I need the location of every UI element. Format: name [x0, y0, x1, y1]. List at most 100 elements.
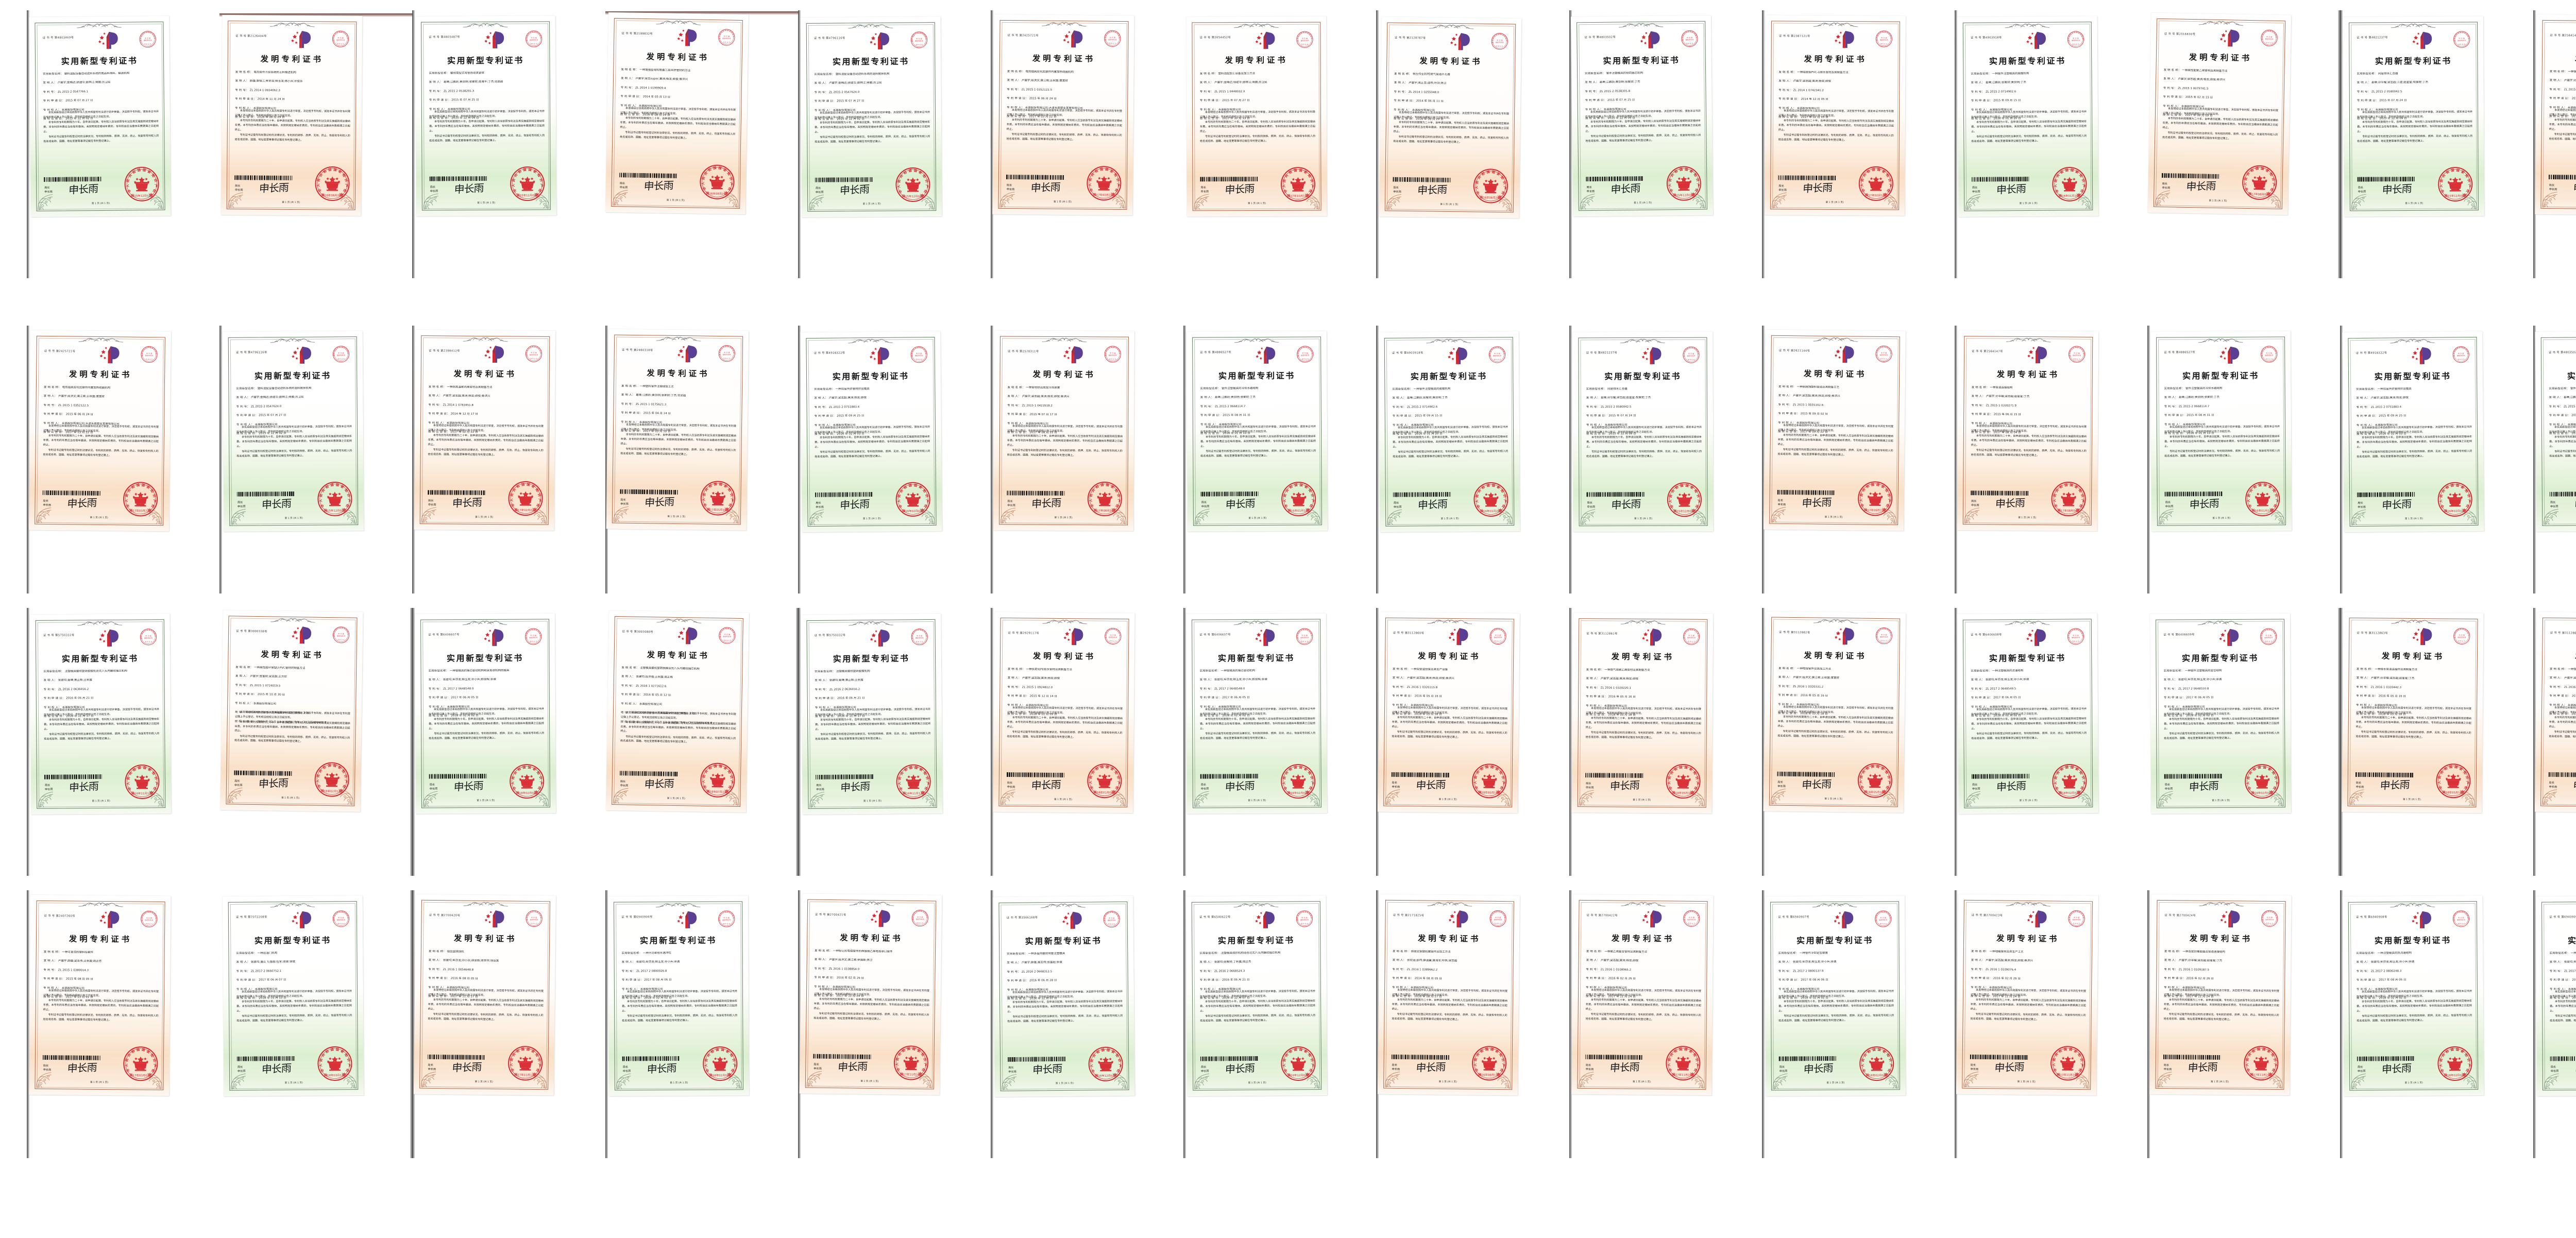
- certificate-cell[interactable]: 证 书 号 第4796116号 国家知识产权局专利局证 中 文 版 授权专利书 …: [798, 10, 991, 278]
- certificate-cell[interactable]: 证 书 号 第6406607号 国家知识产权局专利局证 中 文 版 授权专利书 …: [1183, 608, 1377, 876]
- patent-certificate[interactable]: 证 书 号 第6406607号 国家知识产权局专利局证 中 文 版 授权专利书 …: [415, 613, 556, 814]
- certificate-cell[interactable]: 证 书 号 第2199832号 国家知识产权局专利局证 中 文 版 授权专利书 …: [605, 10, 799, 278]
- patent-certificate[interactable]: 证 书 号 第2700421号 国家知识产权局专利局证 中 文 版 授权专利书 …: [799, 893, 942, 1095]
- certificate-cell[interactable]: 证 书 号 第3566168号 国家知识产权局专利局证 中 文 版 授权专利书 …: [991, 890, 1184, 1158]
- patent-certificate[interactable]: 证 书 号 第2700422号 国家知识产权局专利局证 中 文 版 授权专利书 …: [1571, 894, 1714, 1096]
- certificate-cell[interactable]: 证 书 号 第4803469号 国家知识产权局专利局证 中 文 版 授权专利书 …: [27, 10, 220, 278]
- patent-certificate[interactable]: 证 书 号 第4886527号 国家知识产权局专利局证 中 文 版 授权专利书 …: [2150, 331, 2292, 532]
- patent-certificate[interactable]: 证 书 号 第2516830号 国家知识产权局专利局证 中 文 版 授权专利书 …: [2147, 12, 2292, 215]
- certificate-cell[interactable]: 证 书 号 第2460318号 国家知识产权局专利局证 中 文 版 授权专利书 …: [605, 326, 799, 593]
- patent-certificate[interactable]: 证 书 号 第4886527号 国家知识产权局专利局证 中 文 版 授权专利书 …: [1187, 331, 1328, 532]
- patent-certificate[interactable]: 证 书 号 第4903918号 国家知识产权局专利局证 中 文 版 授权专利书 …: [1957, 16, 2099, 217]
- certificate-cell[interactable]: 证 书 号 第2407260号 国家知识产权局专利局证 中 文 版 授权专利书 …: [27, 890, 220, 1158]
- patent-certificate[interactable]: 证 书 号 第2700420号 国家知识产权局专利局证 中 文 版 授权专利书 …: [414, 894, 556, 1096]
- patent-certificate[interactable]: 证 书 号 第2171825号 国家知识产权局专利局证 中 文 版 授权专利书 …: [1378, 894, 1520, 1096]
- patent-certificate[interactable]: 证 书 号 第6406609号 国家知识产权局专利局证 中 文 版 授权专利书 …: [2150, 613, 2292, 814]
- patent-certificate[interactable]: 证 书 号 第2564147号 国家知识产权局专利局证 中 文 版 授权专利书 …: [1957, 330, 2099, 531]
- certificate-cell[interactable]: 证 书 号 第6940908号 国家知识产权局专利局证 中 文 版 授权专利书 …: [2340, 890, 2533, 1158]
- patent-certificate[interactable]: 证 书 号 第5750332号 国家知识产权局专利局证 中 文 版 授权专利书 …: [29, 614, 172, 815]
- patent-certificate[interactable]: 证 书 号 第2700423号 国家知识产权局专利局证 中 文 版 授权专利书 …: [1956, 894, 2099, 1096]
- certificate-cell[interactable]: 证 书 号 第4903918号 国家知识产权局专利局证 中 文 版 授权专利书 …: [1376, 326, 1569, 593]
- certificate-cell[interactable]: 证 书 号 第2700420号 国家知识产权局专利局证 中 文 版 授权专利书 …: [412, 890, 605, 1158]
- certificate-cell[interactable]: 证 书 号 第2128767号 国家知识产权局专利局证 中 文 版 授权专利书 …: [1376, 10, 1569, 278]
- certificate-cell[interactable]: 证 书 号 第5750332号 国家知识产权局专利局证 中 文 版 授权专利书 …: [27, 608, 220, 876]
- certificate-cell[interactable]: 证 书 号 第2387121号 国家知识产权局专利局证 中 文 版 授权专利书 …: [1761, 10, 1955, 278]
- certificate-cell[interactable]: 证 书 号 第6406609号 国家知识产权局专利局证 中 文 版 授权专利书 …: [2147, 608, 2341, 876]
- patent-certificate[interactable]: 证 书 号 第2407260号 国家知识产权局专利局证 中 文 版 授权专利书 …: [29, 894, 171, 1096]
- patent-certificate[interactable]: 证 书 号 第4796116号 国家知识产权局专利局证 中 文 版 授权专利书 …: [800, 16, 942, 217]
- certificate-cell[interactable]: 证 书 号 第4821237号 国家知识产权局专利局证 中 文 版 授权专利书 …: [1569, 326, 1762, 593]
- certificate-cell[interactable]: 证 书 号 第3112862号 国家知识产权局专利局证 中 文 版 授权专利书 …: [1761, 608, 1955, 876]
- certificate-cell[interactable]: 证 书 号 第2700424号 国家知识产权局专利局证 中 文 版 授权专利书 …: [2147, 890, 2341, 1158]
- patent-certificate[interactable]: 证 书 号 第2929117号 国家知识产权局专利局证 中 文 版 授权专利书 …: [993, 612, 1135, 813]
- certificate-cell[interactable]: 证 书 号 第2126404号 国家知识产权局专利局证 中 文 版 授权专利书 …: [219, 10, 413, 278]
- certificate-cell[interactable]: 证 书 号 第6406607号 国家知识产权局专利局证 中 文 版 授权专利书 …: [412, 608, 605, 876]
- patent-certificate[interactable]: 证 书 号 第6940908号 国家知识产权局专利局证 中 文 版 授权专利书 …: [2343, 895, 2484, 1096]
- certificate-cell[interactable]: 证 书 号 第7072208号 国家知识产权局专利局证 中 文 版 授权专利书 …: [219, 890, 413, 1158]
- certificate-cell[interactable]: 证 书 号 第3112860号 国家知识产权局专利局证 中 文 版 授权专利书 …: [1376, 608, 1569, 876]
- patent-certificate[interactable]: 证 书 号 第4821237号 国家知识产权局专利局证 中 文 版 授权专利书 …: [1572, 331, 1714, 532]
- patent-certificate[interactable]: 证 书 号 第2425721号 国家知识产权局专利局证 中 文 版 授权专利书 …: [28, 330, 172, 532]
- certificate-cell[interactable]: 证 书 号 第2929117号 国家知识产权局专利局证 中 文 版 授权专利书 …: [991, 608, 1184, 876]
- patent-certificate[interactable]: 证 书 号 第3112863号 国家知识产权局专利局证 中 文 版 授权专利书 …: [2342, 612, 2484, 813]
- patent-certificate[interactable]: 证 书 号 第2398412号 国家知识产权局专利局证 中 文 版 授权专利书 …: [414, 330, 556, 531]
- patent-certificate[interactable]: 证 书 号 第6406607号 国家知识产权局专利局证 中 文 版 授权专利书 …: [1186, 613, 1328, 814]
- patent-certificate[interactable]: 证 书 号 第6940906号 国家知识产权局专利局证 中 文 版 授权专利书 …: [607, 895, 749, 1096]
- certificate-cell[interactable]: 证 书 号 第2654452号 国家知识产权局专利局证 中 文 版 授权专利书 …: [1183, 10, 1377, 278]
- patent-certificate[interactable]: 证 书 号 第6406608号 国家知识产权局专利局证 中 文 版 授权专利书 …: [1957, 613, 2099, 814]
- certificate-cell[interactable]: 证 书 号 第2425721号 国家知识产权局专利局证 中 文 版 授权专利书 …: [27, 326, 220, 593]
- patent-certificate[interactable]: 证 书 号 第6940907号 国家知识产权局专利局证 中 文 版 授权专利书 …: [1764, 895, 1906, 1096]
- certificate-cell[interactable]: 证 书 号 第2578311号 国家知识产权局专利局证 中 文 版 授权专利书 …: [991, 326, 1184, 593]
- patent-certificate[interactable]: 证 书 号 第2126404号 国家知识产权局专利局证 中 文 版 授权专利书 …: [221, 15, 363, 216]
- patent-certificate[interactable]: 证 书 号 第4796116号 国家知识产权局专利局证 中 文 版 授权专利书 …: [222, 331, 364, 532]
- certificate-cell[interactable]: 证 书 号 第2621144号 国家知识产权局专利局证 中 文 版 授权专利书 …: [1761, 326, 1955, 593]
- patent-certificate[interactable]: 证 书 号 第4803487号 国家知识产权局专利局证 中 文 版 授权专利书 …: [415, 15, 557, 216]
- certificate-cell[interactable]: 证 书 号 第3003080号 国家知识产权局专利局证 中 文 版 授权专利书 …: [605, 608, 799, 876]
- certificate-cell[interactable]: 证 书 号 第4821237号 国家知识产权局专利局证 中 文 版 授权专利书 …: [2340, 10, 2533, 278]
- patent-certificate[interactable]: 证 书 号 第3003080号 国家知识产权局专利局证 中 文 版 授权专利书 …: [605, 610, 749, 813]
- certificate-cell[interactable]: 证 书 号 第2564147号 国家知识产权局专利局证 中 文 版 授权专利书 …: [1955, 326, 2148, 593]
- certificate-cell[interactable]: 证 书 号 第2171825号 国家知识产权局专利局证 中 文 版 授权专利书 …: [1376, 890, 1569, 1158]
- patent-certificate[interactable]: 证 书 号 第5750332号 国家知识产权局专利局证 中 文 版 授权专利书 …: [801, 613, 943, 815]
- patent-certificate[interactable]: 证 书 号 第2621144号 国家知识产权局专利局证 中 文 版 授权专利书 …: [1763, 329, 1906, 531]
- patent-certificate[interactable]: 证 书 号 第4918322号 国家知识产权局专利局证 中 文 版 授权专利书 …: [800, 331, 942, 533]
- patent-certificate[interactable]: 证 书 号 第3112862号 国家知识产权局专利局证 中 文 版 授权专利书 …: [1763, 611, 1906, 813]
- certificate-cell[interactable]: 证 书 号 第2398412号 国家知识产权局专利局证 中 文 版 授权专利书 …: [412, 326, 605, 593]
- certificate-cell[interactable]: 证 书 号 第3112861号 国家知识产权局专利局证 中 文 版 授权专利书 …: [1569, 608, 1762, 876]
- certificate-cell[interactable]: 证 书 号 第4903918号 国家知识产权局专利局证 中 文 版 授权专利书 …: [1955, 10, 2148, 278]
- certificate-cell[interactable]: 证 书 号 第2516830号 国家知识产权局专利局证 中 文 版 授权专利书 …: [2147, 10, 2341, 278]
- certificate-cell[interactable]: 证 书 号 第6406608号 国家知识产权局专利局证 中 文 版 授权专利书 …: [1955, 608, 2148, 876]
- certificate-cell[interactable]: 证 书 号 第4803487号 国家知识产权局专利局证 中 文 版 授权专利书 …: [412, 10, 605, 278]
- certificate-cell[interactable]: 证 书 号 第3000338号 国家知识产权局专利局证 中 文 版 授权专利书 …: [219, 608, 413, 876]
- certificate-cell[interactable]: 证 书 号 第4918322号 国家知识产权局专利局证 中 文 版 授权专利书 …: [2340, 326, 2533, 593]
- patent-certificate[interactable]: 证 书 号 第2128767号 国家知识产权局专利局证 中 文 版 授权专利书 …: [1379, 16, 1522, 218]
- patent-certificate[interactable]: 证 书 号 第3112861号 国家知识产权局专利局证 中 文 版 授权专利书 …: [1571, 613, 1713, 813]
- certificate-cell[interactable]: 证 书 号 第6940906号 国家知识产权局专利局证 中 文 版 授权专利书 …: [605, 890, 799, 1158]
- certificate-cell[interactable]: 证 书 号 第2700421号 国家知识产权局专利局证 中 文 版 授权专利书 …: [798, 890, 991, 1158]
- certificate-cell[interactable]: 证 书 号 第4886527号 国家知识产权局专利局证 中 文 版 授权专利书 …: [1183, 326, 1377, 593]
- patent-certificate[interactable]: 证 书 号 第2700424号 国家知识产权局专利局证 中 文 版 授权专利书 …: [2149, 894, 2292, 1096]
- patent-certificate[interactable]: 证 书 号 第2460318号 国家知识产权局专利局证 中 文 版 授权专利书 …: [606, 329, 749, 531]
- patent-certificate[interactable]: 证 书 号 第4803469号 国家知识产权局专利局证 中 文 版 授权专利书 …: [29, 15, 171, 217]
- patent-certificate[interactable]: 证 书 号 第4803502号 国家知识产权局专利局证 中 文 版 授权专利书 …: [1570, 15, 1713, 217]
- certificate-cell[interactable]: 证 书 号 第2700423号 国家知识产权局专利局证 中 文 版 授权专利书 …: [1955, 890, 2148, 1158]
- patent-certificate[interactable]: 证 书 号 第4918322号 国家知识产权局专利局证 中 文 版 授权专利书 …: [2342, 331, 2485, 533]
- patent-certificate[interactable]: 证 书 号 第3000338号 国家知识产权局专利局证 中 文 版 授权专利书 …: [220, 610, 363, 812]
- certificate-cell[interactable]: 证 书 号 第2700422号 国家知识产权局专利局证 中 文 版 授权专利书 …: [1569, 890, 1762, 1158]
- patent-certificate[interactable]: 证 书 号 第4903918号 国家知识产权局专利局证 中 文 版 授权专利书 …: [1379, 331, 1520, 532]
- patent-certificate[interactable]: 证 书 号 第7072208号 国家知识产权局专利局证 中 文 版 授权专利书 …: [222, 895, 364, 1096]
- patent-certificate[interactable]: 证 书 号 第4821237号 国家知识产权局专利局证 中 文 版 授权专利书 …: [2343, 16, 2485, 217]
- patent-certificate[interactable]: 证 书 号 第3112860号 国家知识产权局专利局证 中 文 版 授权专利书 …: [1378, 612, 1520, 813]
- certificate-cell[interactable]: 证 书 号 第4886527号 国家知识产权局专利局证 中 文 版 授权专利书 …: [2147, 326, 2341, 593]
- certificate-cell[interactable]: 证 书 号 第4803502号 国家知识产权局专利局证 中 文 版 授权专利书 …: [1569, 10, 1762, 278]
- certificate-cell[interactable]: 证 书 号 第4918322号 国家知识产权局专利局证 中 文 版 授权专利书 …: [798, 326, 991, 593]
- certificate-cell[interactable]: 证 书 号 第4796116号 国家知识产权局专利局证 中 文 版 授权专利书 …: [219, 326, 413, 593]
- patent-certificate[interactable]: 证 书 号 第2578311号 国家知识产权局专利局证 中 文 版 授权专利书 …: [993, 330, 1135, 531]
